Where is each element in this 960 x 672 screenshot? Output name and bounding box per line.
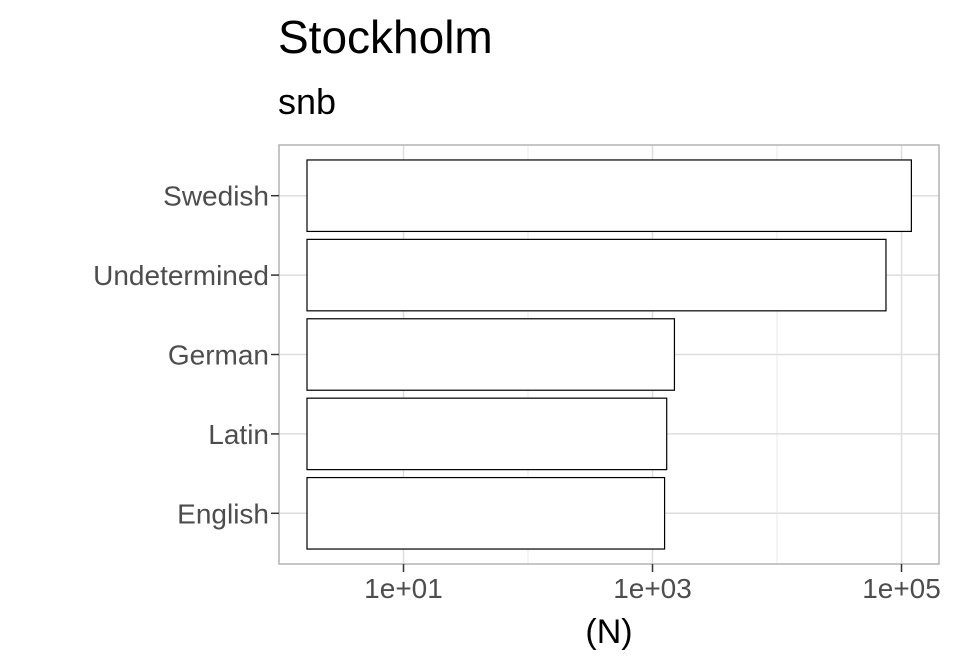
x-tick-label: 1e+05	[862, 573, 941, 604]
bar-swedish	[306, 159, 912, 233]
y-tick-label: German	[168, 340, 269, 371]
x-tick-label: 1e+01	[364, 573, 443, 604]
y-tick-label: English	[177, 498, 269, 529]
y-tick-label: Swedish	[163, 181, 269, 212]
y-tick-label: Latin	[208, 419, 269, 450]
bar-english	[306, 476, 666, 550]
chart-title: Stockholm	[278, 11, 493, 63]
y-axis: Swedish Undetermined German Latin English	[93, 181, 279, 529]
chart-subtitle: snb	[278, 81, 337, 122]
x-axis: 1e+01 1e+03 1e+05	[364, 564, 941, 604]
bar-undetermined	[306, 238, 887, 312]
bar-latin	[306, 397, 668, 471]
bar-german	[306, 318, 676, 391]
y-tick-label: Undetermined	[93, 260, 269, 291]
bars	[306, 159, 912, 550]
x-tick-label: 1e+03	[613, 573, 692, 604]
x-axis-title: (N)	[585, 613, 632, 651]
